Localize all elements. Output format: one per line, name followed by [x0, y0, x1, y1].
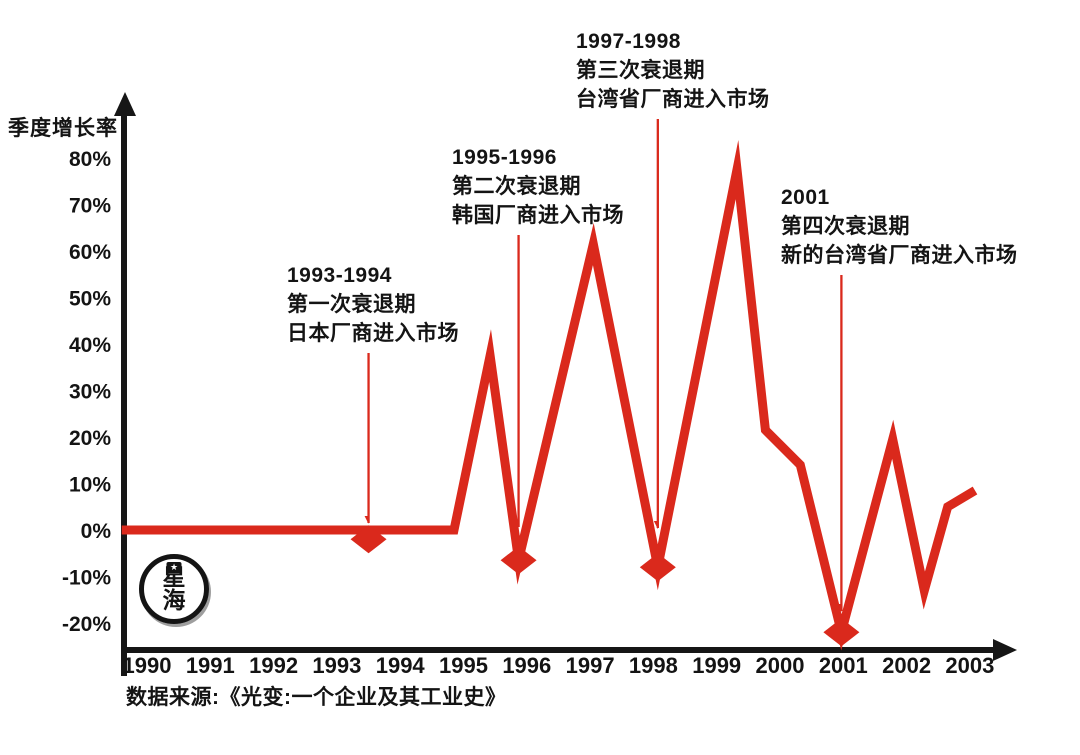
annotation-year-range: 1993-1994 [287, 264, 392, 287]
x-tick-label: 1996 [502, 653, 551, 678]
x-tick-label: 1991 [186, 653, 235, 678]
x-tick-label: 1993 [312, 653, 361, 678]
annotation-text-line: 台湾省厂商进入市场 [576, 88, 770, 111]
annotation-year-range: 1997-1998 [576, 30, 681, 53]
annotation-text-line: 韩国厂商进入市场 [452, 204, 624, 227]
growth-rate-series-line [121, 140, 978, 651]
logo-star-icon: ★ [166, 562, 182, 573]
x-tick-label: 1994 [376, 653, 426, 678]
y-tick-label: 30% [69, 381, 111, 404]
annotation-recession-4: 2001 第四次衰退期新的台湾省厂商进入市场 [781, 183, 1018, 270]
annotation-text-line: 日本厂商进入市场 [287, 322, 459, 345]
recession-diamond-marker [639, 553, 676, 582]
annotation-year-range: 1995-1996 [452, 146, 557, 169]
annotation-recession-3: 1997-1998 第三次衰退期台湾省厂商进入市场 [576, 27, 770, 114]
annotation-text-line: 第四次衰退期 [781, 215, 910, 238]
brand-logo: ★ 星 海 [139, 554, 209, 624]
y-tick-label: 10% [69, 474, 111, 497]
y-tick-label: 50% [69, 288, 111, 311]
x-tick-label: 2002 [882, 653, 931, 678]
y-tick-label: 20% [69, 427, 111, 450]
y-tick-label: 70% [69, 195, 111, 218]
annotation-text-line: 第二次衰退期 [452, 175, 581, 198]
x-tick-label: 1995 [439, 653, 488, 678]
x-tick-label: 1999 [692, 653, 741, 678]
y-axis-title: 季度增长率 [8, 117, 118, 140]
x-tick-label: 2000 [756, 653, 805, 678]
data-source-note: 数据来源:《光变:一个企业及其工业史》 [126, 686, 507, 709]
y-tick-label: -20% [62, 613, 111, 636]
annotation-text-line: 第三次衰退期 [576, 59, 705, 82]
y-tick-label: 80% [69, 148, 111, 171]
annotation-text-line: 第一次衰退期 [287, 293, 416, 316]
y-tick-label: -10% [62, 567, 111, 590]
recession-diamond-marker [500, 546, 537, 575]
x-tick-label: 1990 [123, 653, 172, 678]
annotation-recession-1: 1993-1994 第一次衰退期日本厂商进入市场 [287, 261, 459, 348]
annotation-text-line: 新的台湾省厂商进入市场 [781, 244, 1018, 267]
y-axis-arrow-icon [114, 92, 136, 116]
recession-diamond-marker [350, 525, 387, 554]
x-tick-label: 1997 [566, 653, 615, 678]
x-tick-label: 1992 [249, 653, 298, 678]
y-tick-label: 0% [81, 520, 112, 543]
annotation-year-range: 2001 [781, 186, 830, 209]
recession-diamond-marker [823, 618, 860, 647]
x-tick-label: 1998 [629, 653, 678, 678]
x-axis-arrow-icon [993, 639, 1017, 661]
logo-char-bottom: 海 [162, 587, 186, 613]
annotation-recession-2: 1995-1996 第二次衰退期韩国厂商进入市场 [452, 143, 624, 230]
y-tick-label: 40% [69, 334, 111, 357]
x-tick-label: 2003 [945, 653, 994, 678]
y-tick-label: 60% [69, 241, 111, 264]
x-tick-label: 2001 [819, 653, 868, 678]
